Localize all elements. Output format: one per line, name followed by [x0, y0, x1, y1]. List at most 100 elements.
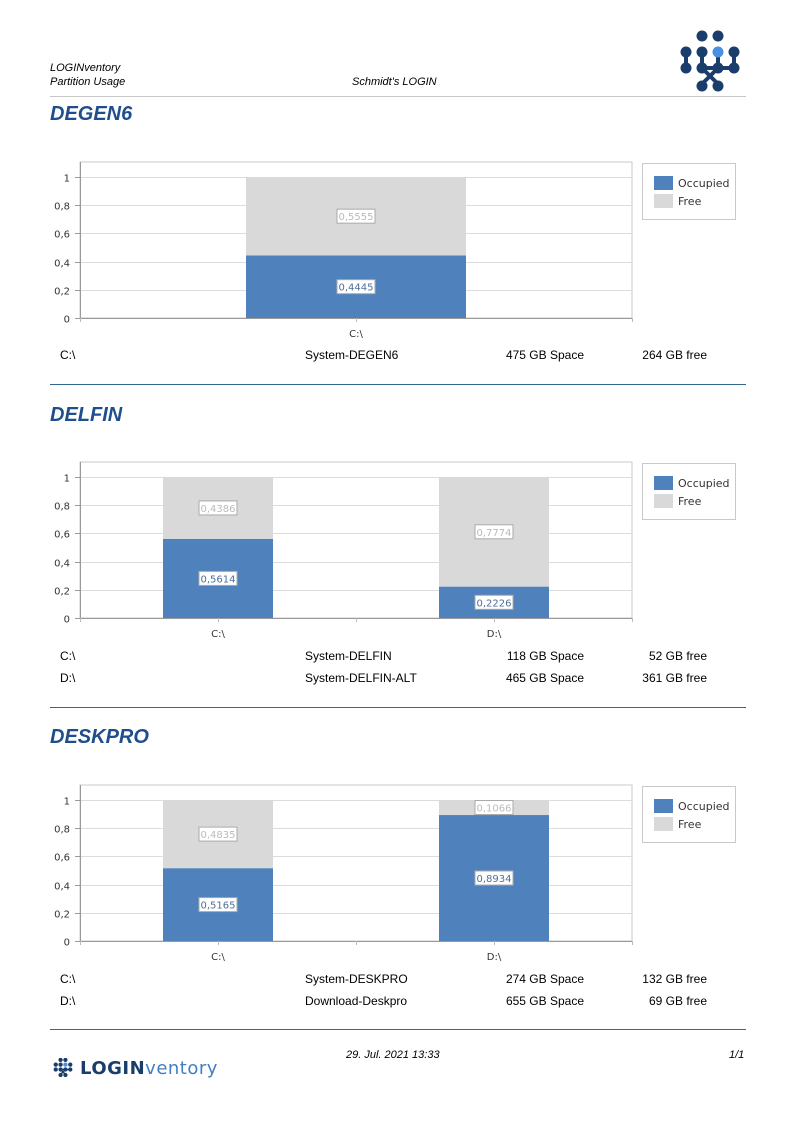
partition-row: C:\ System-DELFIN 118 GB Space 52 GB fre… [0, 649, 793, 665]
chart-svg: 0 0,2 0,4 0,6 0,8 1 0,5165 0,4835 C:\ 0,8934 0,106… [54, 784, 633, 963]
data-label-occupied-box [198, 570, 238, 586]
footer-page-number: 1/1 [729, 1049, 745, 1061]
data-label-free: 0,4835 [201, 830, 236, 841]
legend-swatch-occupied [654, 476, 673, 490]
legend-item-occupied: Occupied [654, 799, 730, 813]
data-label-free: 0,5555 [339, 212, 374, 223]
x-tick-label: C:\ [211, 952, 225, 963]
y-tick-label: 0,6 [54, 853, 70, 864]
computer-title: DELFIN [50, 404, 123, 426]
partition-chart: 0 0,2 0,4 0,6 0,8 1 0,5614 0,4386 C:\ 0,2226 0,777… [50, 460, 640, 640]
x-tick-label: C:\ [349, 329, 363, 340]
report-center-title: Schmidt's LOGIN [352, 76, 437, 88]
x-tick-label: D:\ [487, 629, 502, 640]
data-label-free: 0,1066 [477, 804, 512, 815]
data-label-free-box [474, 524, 514, 540]
loginventory-logo-icon [676, 30, 744, 96]
partition-free: 52 GB free [648, 649, 707, 663]
data-label-free-box [198, 500, 238, 516]
legend-swatch-occupied [654, 799, 673, 813]
legend-item-free: Free [654, 494, 701, 508]
partition-space: 274 GB Space [505, 972, 584, 986]
partition-chart: 0 0,2 0,4 0,6 0,8 1 0,5165 0,4835 C:\ 0,8934 0,106… [50, 783, 640, 963]
partition-free: 132 GB free [642, 972, 707, 986]
chart-legend: Occupied Free [642, 786, 736, 843]
y-tick-label: 0,4 [54, 559, 70, 570]
chart-svg: 0 0,2 0,4 0,6 0,8 1 0,5614 0,4386 C:\ 0,2226 0,777… [54, 461, 633, 640]
partition-name: System-DELFIN-ALT [305, 671, 417, 685]
partition-space: 118 GB Space [506, 649, 584, 663]
section-divider [50, 1029, 746, 1030]
footer-logo-icon [53, 1058, 73, 1078]
x-tick-label: D:\ [487, 952, 502, 963]
data-label-free-box [474, 800, 514, 816]
y-tick-label: 0,2 [54, 910, 70, 921]
data-label-free: 0,4386 [201, 504, 236, 515]
data-label-occupied: 0,2226 [477, 598, 512, 609]
partition-drive: D:\ [60, 671, 76, 685]
partition-drive: C:\ [60, 972, 76, 986]
legend-item-occupied: Occupied [654, 476, 730, 490]
legend-swatch-free [654, 194, 673, 208]
legend-label-occupied: Occupied [678, 799, 730, 813]
legend-label-free: Free [678, 194, 702, 208]
partition-row: D:\ System-DELFIN-ALT 465 GB Space 361 G… [0, 671, 793, 687]
computer-title: DESKPRO [50, 726, 149, 748]
partition-space: 465 GB Space [505, 671, 584, 685]
legend-swatch-occupied [654, 176, 673, 190]
y-tick-label: 0,4 [54, 882, 70, 893]
y-tick-label: 0,6 [54, 230, 70, 241]
partition-space: 475 GB Space [505, 348, 584, 362]
legend-swatch-free [654, 494, 673, 508]
data-label-occupied: 0,8934 [477, 874, 512, 885]
partition-row: D:\ Download-Deskpro 655 GB Space 69 GB … [0, 994, 793, 1010]
partition-drive: C:\ [60, 348, 76, 362]
plot-area [79, 784, 633, 942]
x-tick-label: C:\ [211, 629, 225, 640]
computer-title: DEGEN6 [50, 103, 133, 125]
data-label-occupied-box [336, 279, 376, 295]
partition-chart: 0 0,2 0,4 0,6 0,8 1 0,4445 0,5555 C:\ [50, 160, 640, 340]
section-divider [50, 384, 746, 385]
partition-space: 655 GB Space [505, 994, 584, 1008]
data-label-occupied: 0,5614 [201, 574, 236, 585]
legend-label-occupied: Occupied [678, 176, 730, 190]
header-divider [50, 96, 746, 97]
partition-free: 69 GB free [648, 994, 707, 1008]
y-tick-label: 0 [64, 315, 70, 326]
y-tick-label: 0 [64, 615, 70, 626]
data-label-free: 0,7774 [477, 528, 512, 539]
data-label-free-box [198, 826, 238, 842]
legend-item-free: Free [654, 817, 701, 831]
partition-drive: C:\ [60, 649, 76, 663]
data-label-occupied-box [474, 870, 514, 886]
y-tick-label: 1 [64, 797, 70, 808]
y-tick-label: 1 [64, 174, 70, 185]
chart-svg: 0 0,2 0,4 0,6 0,8 1 0,4445 0,5555 C:\ [54, 161, 633, 340]
app-name: LOGINventory [50, 62, 121, 74]
legend-label-free: Free [678, 817, 702, 831]
chart-legend: Occupied Free [642, 163, 736, 220]
partition-row: C:\ System-DESKPRO 274 GB Space 132 GB f… [0, 972, 793, 988]
partition-name: System-DEGEN6 [305, 348, 399, 362]
data-label-free-box [336, 208, 376, 224]
partition-name: System-DESKPRO [305, 972, 408, 986]
y-tick-label: 0,8 [54, 825, 70, 836]
partition-row: C:\ System-DEGEN6 475 GB Space 264 GB fr… [0, 348, 793, 364]
legend-item-free: Free [654, 194, 701, 208]
section-divider [50, 707, 746, 708]
data-label-occupied-box [474, 594, 514, 610]
y-tick-label: 0,2 [54, 287, 70, 298]
data-label-occupied: 0,4445 [339, 283, 374, 294]
data-label-occupied-box [198, 897, 238, 913]
partition-free: 264 GB free [642, 348, 707, 362]
plot-area [79, 461, 633, 619]
partition-name: Download-Deskpro [305, 994, 408, 1008]
legend-label-occupied: Occupied [678, 476, 730, 490]
partition-name: System-DELFIN [305, 649, 392, 663]
partition-free: 361 GB free [642, 671, 707, 685]
partition-drive: D:\ [60, 994, 76, 1008]
footer-logo: LOGINventory [52, 1056, 218, 1080]
footer-logo-text: LOGINventory [80, 1057, 218, 1079]
chart-legend: Occupied Free [642, 463, 736, 520]
